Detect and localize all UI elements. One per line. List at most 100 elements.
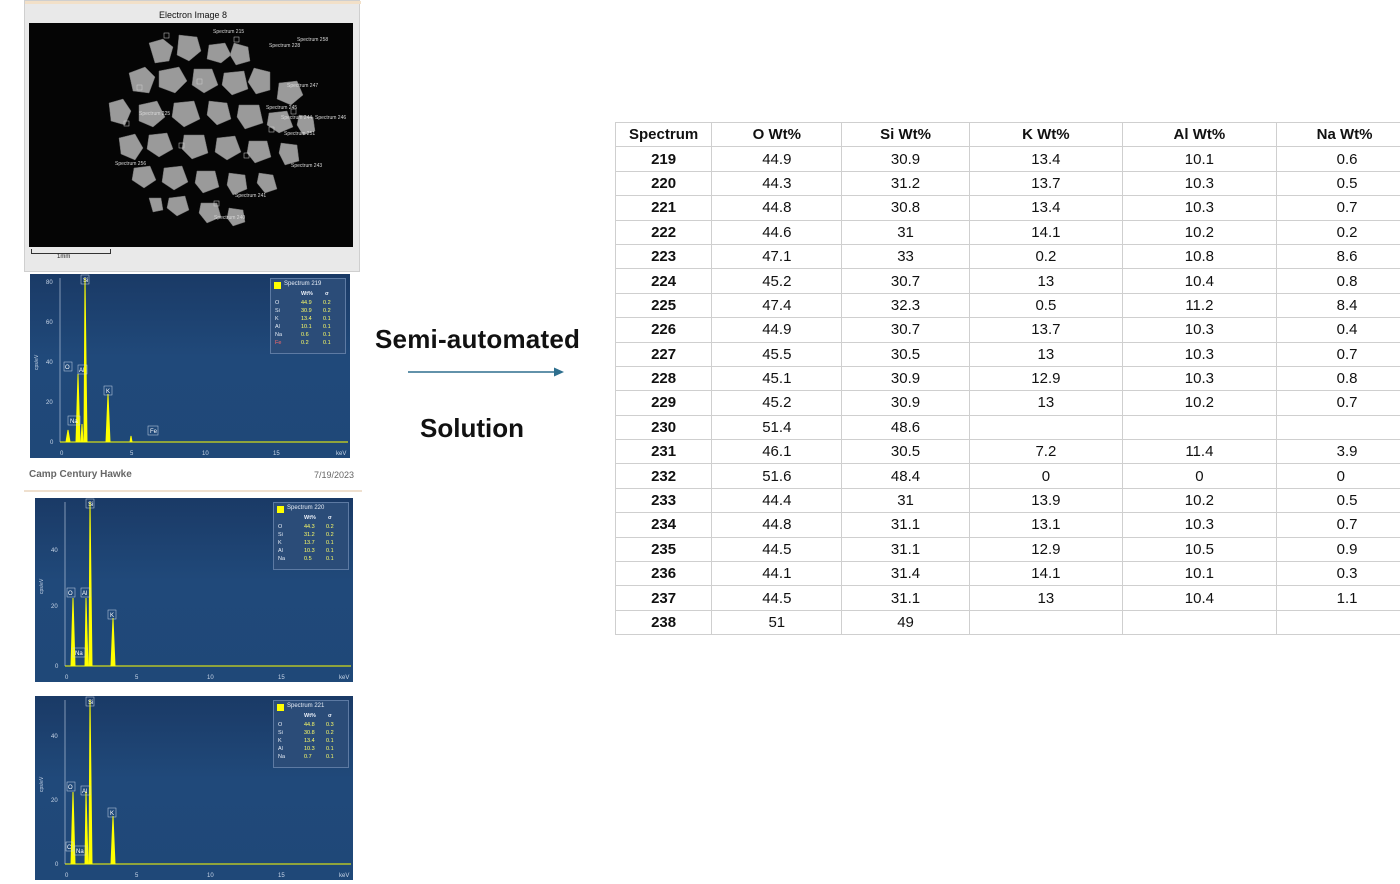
legend-row: Fe 0.2 0.1 — [275, 340, 331, 346]
table-cell: 44.9 — [711, 146, 843, 172]
spectrum-ylabel: cps/eV — [39, 578, 45, 594]
peak-label: Na — [70, 419, 78, 425]
table-row: 222 44.6 31 14.1 10.2 0.2 — [614, 219, 1400, 245]
spectrum-plot-221: 40 20 0 0 5 10 15 keV cps/eV Si O Al K C… — [39, 696, 351, 879]
peak-label: O — [68, 785, 73, 791]
peak-label: Si — [88, 502, 93, 508]
legend-row: Na 0.5 0.1 — [278, 556, 334, 562]
table-cell: 30.5 — [841, 341, 970, 367]
spectrum-ytick: 20 — [46, 400, 53, 406]
legend-row: Al 10.3 0.1 — [278, 548, 334, 554]
spectrum-plot-220: 40 20 0 0 5 10 15 keV cps/eV Si O Al K N… — [39, 498, 351, 681]
table-cell: 44.8 — [711, 195, 843, 221]
spectrum-ylabel: cps/eV — [39, 776, 45, 792]
scale-label: 1mm — [57, 254, 71, 260]
table-header-row: Spectrum O Wt% Si Wt% K Wt% Al Wt% Na Wt… — [614, 121, 1400, 148]
peak-label: Si — [88, 700, 93, 706]
legend-header-sigma: σ — [328, 713, 332, 719]
table-cell: 14.1 — [968, 219, 1124, 245]
spectrum-id-cell: 235 — [614, 536, 713, 563]
svg-text:Spectrum 256: Spectrum 256 — [115, 161, 146, 167]
table-cell: 10.3 — [1122, 170, 1277, 197]
spectrum-ytick: 60 — [46, 320, 53, 326]
spectrum-ytick: 0 — [55, 862, 59, 868]
table-row: 227 45.5 30.5 13 10.3 0.7 — [614, 341, 1400, 367]
table-row: 221 44.8 30.8 13.4 10.3 0.7 — [614, 195, 1400, 221]
spectrum-xtick: 10 — [207, 675, 214, 681]
table-cell: 10.2 — [1122, 487, 1277, 514]
spectrum-xtick: 5 — [130, 451, 134, 457]
table-cell: 0.7 — [1275, 512, 1400, 538]
spectrum-id-cell: 233 — [614, 487, 713, 514]
table-cell: 11.4 — [1122, 439, 1277, 465]
table-cell: 0.5 — [968, 292, 1124, 319]
spectrum-xtick: 15 — [273, 451, 280, 457]
table-cell: 51.6 — [711, 463, 843, 489]
table-cell — [1122, 414, 1277, 441]
svg-text:Spectrum 251: Spectrum 251 — [284, 131, 315, 137]
table-cell: 10.2 — [1122, 219, 1277, 245]
legend-row: O 44.9 0.2 — [275, 300, 331, 306]
legend-row: Si 30.8 0.2 — [278, 730, 334, 736]
spectrum-xtick: 0 — [65, 675, 69, 681]
table-cell: 0.7 — [1275, 341, 1400, 367]
svg-text:Spectrum 215: Spectrum 215 — [213, 29, 244, 35]
table-cell: 30.7 — [841, 317, 970, 343]
peak-label: K — [110, 613, 114, 619]
spectrum-trace — [65, 699, 351, 865]
table-cell: 10.5 — [1122, 536, 1277, 563]
spectrum-xtick: keV — [336, 451, 346, 457]
spectrum-ytick: 80 — [46, 280, 53, 286]
footer-project-name: Camp Century Hawke — [29, 469, 132, 480]
table-cell: 33 — [841, 243, 970, 270]
spectrum-id-cell: 234 — [614, 512, 713, 538]
table-cell: 30.9 — [841, 365, 970, 392]
table-cell — [1275, 414, 1400, 441]
table-cell: 44.1 — [711, 561, 843, 587]
legend-row: O 44.8 0.3 — [278, 722, 334, 728]
legend-header-wt: Wt% — [304, 515, 316, 521]
table-row: 238 51 49 — [614, 609, 1400, 636]
header-na-wt: Na Wt% — [1275, 121, 1400, 148]
legend-row: Na 0.7 0.1 — [278, 754, 334, 760]
svg-text:Spectrum 247: Spectrum 247 — [287, 83, 318, 89]
legend-spectrum-name: Spectrum 219 — [284, 281, 322, 287]
table-row: 228 45.1 30.9 12.9 10.3 0.8 — [614, 365, 1400, 392]
table-cell: 31.4 — [841, 561, 970, 587]
scale-bar — [31, 249, 111, 254]
table-cell: 46.1 — [711, 439, 843, 465]
legend-row: Al 10.1 0.1 — [275, 324, 331, 330]
spectrum-ytick: 40 — [51, 734, 58, 740]
legend-swatch — [277, 506, 284, 513]
table-cell: 8.6 — [1275, 243, 1400, 270]
table-row: 230 51.4 48.6 — [614, 414, 1400, 441]
peak-label: K — [110, 811, 114, 817]
legend-swatch — [274, 282, 281, 289]
spectrum-id-cell: 223 — [614, 243, 713, 270]
legend-row: O 44.3 0.2 — [278, 524, 334, 530]
table-row: 224 45.2 30.7 13 10.4 0.8 — [614, 268, 1400, 294]
table-cell — [1122, 609, 1277, 636]
table-row: 220 44.3 31.2 13.7 10.3 0.5 — [614, 170, 1400, 197]
footer-divider — [24, 490, 362, 492]
table-cell: 44.9 — [711, 317, 843, 343]
table-cell: 10.8 — [1122, 243, 1277, 270]
spectrum-trace — [60, 277, 348, 443]
spectrum-ytick: 20 — [51, 798, 58, 804]
peak-label: Al — [79, 368, 84, 374]
spectrum-panel-219: 80 60 40 20 0 0 5 10 15 keV cps/eV O Si … — [30, 274, 350, 458]
spectrum-id-cell: 231 — [614, 439, 713, 465]
table-cell: 48.6 — [841, 414, 970, 441]
process-label: Semi-automated — [375, 324, 581, 354]
svg-text:Spectrum 244: Spectrum 244 — [281, 115, 312, 121]
results-table-container: Spectrum O Wt% Si Wt% K Wt% Al Wt% Na Wt… — [614, 121, 1400, 636]
table-cell: 30.9 — [841, 146, 970, 172]
spectrum-trace — [65, 501, 351, 667]
header-spectrum: Spectrum — [614, 121, 713, 148]
table-cell: 45.1 — [711, 365, 843, 392]
table-cell: 12.9 — [968, 536, 1124, 563]
card-top-border — [25, 1, 361, 4]
spectrum-xtick: 0 — [65, 873, 69, 879]
spectrum-ytick: 20 — [51, 604, 58, 610]
